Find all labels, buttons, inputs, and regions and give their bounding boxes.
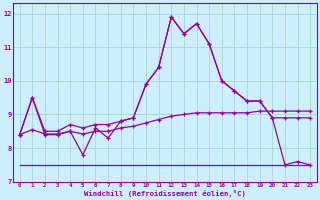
X-axis label: Windchill (Refroidissement éolien,°C): Windchill (Refroidissement éolien,°C) (84, 190, 246, 197)
